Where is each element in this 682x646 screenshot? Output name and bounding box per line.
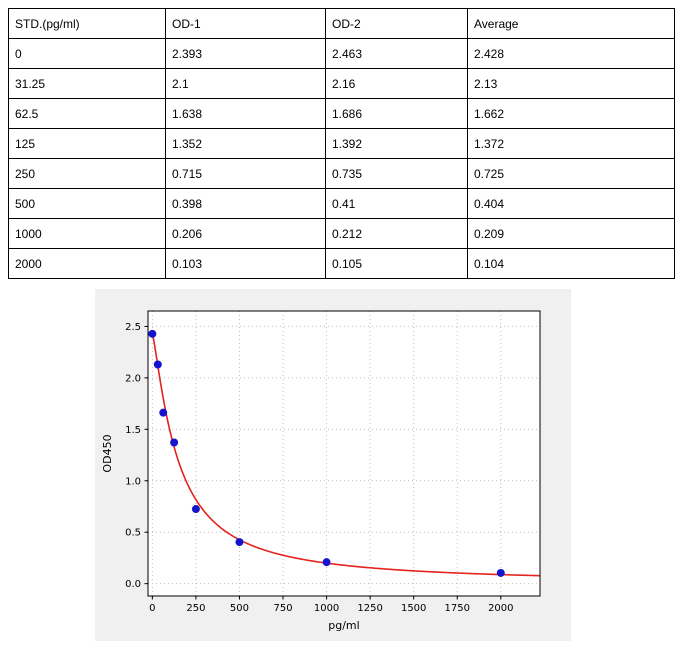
column-header: OD-2 — [325, 8, 468, 39]
data-point — [191, 505, 200, 514]
table-header-row: STD.(pg/ml) OD-1 OD-2 Average — [8, 8, 675, 39]
data-point — [322, 558, 331, 567]
table-cell: 0.209 — [467, 218, 675, 249]
fit-curve — [151, 333, 541, 577]
table-cell: 125 — [8, 128, 166, 159]
table-cell: 2.13 — [467, 68, 675, 99]
page: STD.(pg/ml) OD-1 OD-2 Average 0 2.393 2.463 2.… — [0, 8, 682, 641]
table-cell: 2.428 — [467, 38, 675, 69]
x-tick-label: 500 — [230, 603, 249, 614]
table-cell: 0.398 — [165, 188, 326, 219]
table-cell: 0.404 — [467, 188, 675, 219]
table-cell: 2.16 — [325, 68, 468, 99]
table-cell: 2.1 — [165, 68, 326, 99]
column-header: Average — [467, 8, 675, 39]
table-row: 500 0.398 0.41 0.404 — [8, 188, 675, 219]
data-point — [496, 568, 505, 577]
table-cell: 0.104 — [467, 248, 675, 279]
x-tick-label: 1000 — [314, 603, 339, 614]
table-cell: 0.105 — [325, 248, 468, 279]
x-tick-label: 250 — [186, 603, 205, 614]
x-tick-label: 750 — [273, 603, 292, 614]
column-header: STD.(pg/ml) — [8, 8, 166, 39]
table-cell: 1.352 — [165, 128, 326, 159]
standards-table: STD.(pg/ml) OD-1 OD-2 Average 0 2.393 2.463 2.… — [8, 8, 675, 279]
table-row: 250 0.715 0.735 0.725 — [8, 158, 675, 189]
table-cell: 1.392 — [325, 128, 468, 159]
table-row: 2000 0.103 0.105 0.104 — [8, 248, 675, 279]
x-tick-label: 1750 — [445, 603, 470, 614]
table-row: 125 1.352 1.392 1.372 — [8, 128, 675, 159]
x-tick-label: 1250 — [357, 603, 382, 614]
table-cell: 1.638 — [165, 98, 326, 129]
y-axis-label: OD450 — [101, 434, 114, 472]
table-row: 0 2.393 2.463 2.428 — [8, 38, 675, 69]
table-cell: 0.725 — [467, 158, 675, 189]
data-point — [148, 329, 157, 338]
table-cell: 2000 — [8, 248, 166, 279]
y-tick-label: 2.0 — [125, 373, 141, 384]
data-point — [153, 360, 162, 369]
data-point — [159, 408, 168, 417]
data-point — [170, 438, 179, 447]
table-cell: 1.686 — [325, 98, 468, 129]
table-cell: 0.41 — [325, 188, 468, 219]
table-cell: 0.206 — [165, 218, 326, 249]
standard-curve-chart: 0 250 500 750 1000 1250 1500 1750 2000 0.0 0.5 1.0 1… — [101, 310, 541, 632]
table-cell: 2.393 — [165, 38, 326, 69]
plot-border — [147, 310, 541, 597]
table-cell: 62.5 — [8, 98, 166, 129]
y-tick-label: 0.5 — [125, 528, 141, 539]
plot-area — [148, 311, 540, 596]
table-body: 0 2.393 2.463 2.428 31.25 2.1 2.16 2.13 62.5 1.63… — [8, 38, 675, 279]
table-cell: 0.735 — [325, 158, 468, 189]
y-tick-label: 0.0 — [125, 579, 141, 590]
table-cell: 0.103 — [165, 248, 326, 279]
table-cell: 0 — [8, 38, 166, 69]
y-tick-label: 1.5 — [125, 425, 141, 436]
table-cell: 500 — [8, 188, 166, 219]
x-axis-label: pg/ml — [328, 619, 359, 632]
x-tick-label: 1500 — [401, 603, 426, 614]
table-cell: 1000 — [8, 218, 166, 249]
y-tick-label: 2.5 — [125, 322, 141, 333]
x-tick-label: 2000 — [488, 603, 513, 614]
table-cell: 0.212 — [325, 218, 468, 249]
table-cell: 0.715 — [165, 158, 326, 189]
x-tick-label: 0 — [149, 603, 155, 614]
column-header: OD-1 — [165, 8, 326, 39]
table-row: 31.25 2.1 2.16 2.13 — [8, 68, 675, 99]
table-row: 1000 0.206 0.212 0.209 — [8, 218, 675, 249]
table-cell: 1.662 — [467, 98, 675, 129]
y-tick-label: 1.0 — [125, 476, 141, 487]
table-row: 62.5 1.638 1.686 1.662 — [8, 98, 675, 129]
standard-curve-panel: 0 250 500 750 1000 1250 1500 1750 2000 0.0 0.5 1.0 1… — [95, 289, 571, 641]
table-cell: 2.463 — [325, 38, 468, 69]
table-cell: 250 — [8, 158, 166, 189]
data-point — [235, 538, 244, 547]
table-cell: 31.25 — [8, 68, 166, 99]
table-cell: 1.372 — [467, 128, 675, 159]
